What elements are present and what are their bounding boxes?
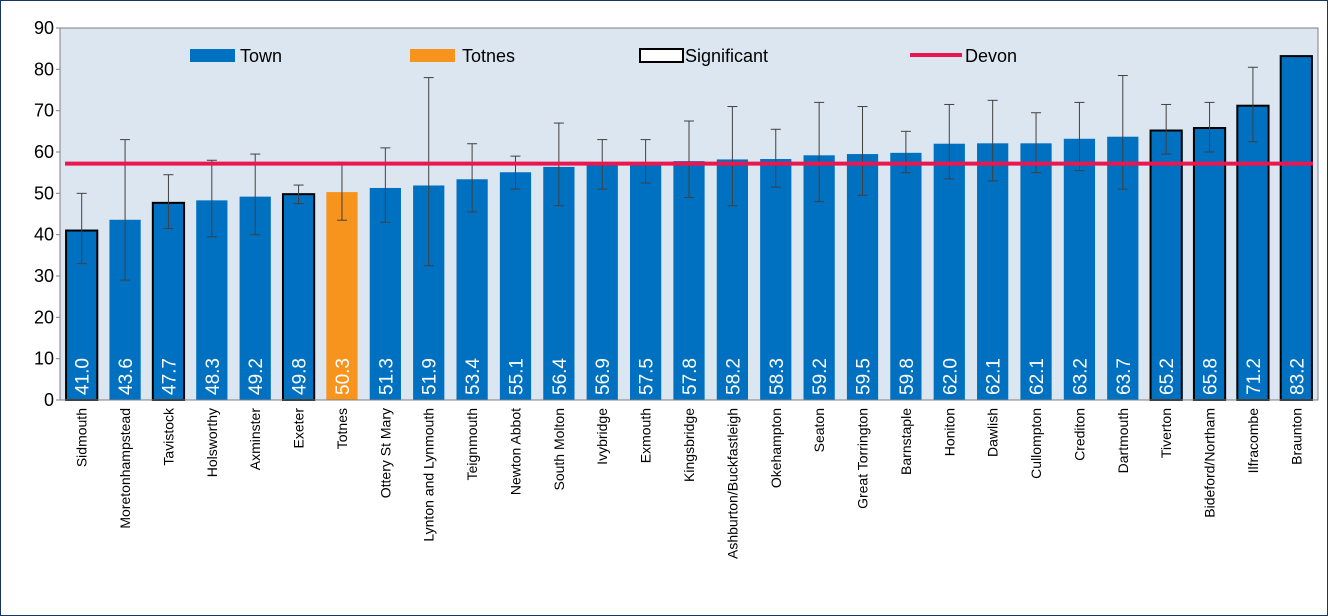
value-label: 65.8 <box>1201 358 1222 395</box>
value-label: 48.3 <box>203 358 224 395</box>
value-label: 59.5 <box>854 358 875 395</box>
x-tick-label: Lynton and Lynmouth <box>421 408 437 542</box>
bar <box>369 187 401 400</box>
value-label: 55.1 <box>506 358 527 395</box>
x-tick-label: Ilfracombe <box>1245 408 1261 474</box>
value-label: 53.4 <box>463 358 484 395</box>
value-label: 57.5 <box>637 358 658 395</box>
value-label: 49.8 <box>290 358 311 395</box>
bar <box>1236 104 1270 401</box>
y-tick-label: 50 <box>34 183 54 203</box>
x-tick-label: Moretonhampstead <box>117 408 133 529</box>
x-tick-label: Tavistock <box>160 407 176 466</box>
value-label: 47.7 <box>159 358 180 395</box>
x-tick-label: Seaton <box>811 408 827 452</box>
y-tick-label: 70 <box>34 101 54 121</box>
bar <box>326 192 358 400</box>
bar <box>151 201 186 401</box>
legend-swatch <box>410 49 455 62</box>
bar <box>630 162 662 400</box>
value-label: 56.4 <box>550 358 571 395</box>
legend-swatch <box>190 49 235 62</box>
y-tick-label: 0 <box>44 390 54 410</box>
bar <box>1279 55 1313 402</box>
x-tick-label: Exeter <box>291 408 307 449</box>
value-label: 63.2 <box>1070 358 1091 395</box>
legend-label: Significant <box>685 46 768 66</box>
y-tick-label: 40 <box>34 225 54 245</box>
x-tick-label: Honiton <box>941 408 957 456</box>
x-tick-label: Great Torrington <box>855 408 871 509</box>
y-tick-label: 80 <box>34 59 54 79</box>
value-label: 43.6 <box>116 358 137 395</box>
value-label: 62.0 <box>940 358 961 395</box>
x-tick-label: Holsworthy <box>204 408 220 477</box>
legend-label: Town <box>240 46 282 66</box>
bar <box>933 143 965 400</box>
x-tick-label: South Molton <box>551 408 567 491</box>
bar <box>760 159 792 400</box>
value-label: 57.8 <box>680 358 701 395</box>
x-tick-label: Totnes <box>334 408 350 449</box>
bar <box>586 164 618 400</box>
value-label: 50.3 <box>333 358 354 395</box>
x-tick-label: Barnstaple <box>898 408 914 475</box>
x-tick-label: Sidmouth <box>74 408 90 467</box>
x-tick-label: Kingsbridge <box>681 408 697 482</box>
x-tick-label: Braunton <box>1288 408 1304 465</box>
value-label: 65.2 <box>1157 358 1178 395</box>
x-tick-label: Teignmouth <box>464 408 480 480</box>
value-label: 59.8 <box>897 358 918 395</box>
x-tick-label: Cullompton <box>1028 408 1044 479</box>
x-tick-label: Exmouth <box>638 408 654 463</box>
y-tick-label: 20 <box>34 307 54 327</box>
x-tick-label: Ivybridge <box>594 408 610 465</box>
x-tick-label: Bideford/Northam <box>1202 408 1218 518</box>
bar <box>1063 138 1096 401</box>
x-tick-label: Okehampton <box>768 408 784 488</box>
value-label: 71.2 <box>1244 358 1265 395</box>
legend-label: Totnes <box>462 46 515 66</box>
x-tick-label: Dawlish <box>985 408 1001 457</box>
bar <box>673 161 705 400</box>
value-label: 56.9 <box>593 358 614 395</box>
value-label: 63.7 <box>1114 358 1135 395</box>
x-tick-label: Crediton <box>1071 408 1087 461</box>
value-label: 49.2 <box>246 358 267 395</box>
value-label: 51.3 <box>376 358 397 395</box>
y-tick-label: 60 <box>34 142 54 162</box>
y-tick-label: 30 <box>34 266 54 286</box>
y-tick-label: 10 <box>34 349 54 369</box>
bar <box>890 152 922 400</box>
value-label: 62.1 <box>1027 358 1048 395</box>
legend-swatch <box>639 48 684 63</box>
legend-label: Devon <box>965 46 1017 66</box>
x-tick-label: Ashburton/Buckfastleigh <box>724 408 740 559</box>
bar <box>977 143 1009 400</box>
x-tick-label: Newton Abbot <box>507 408 523 495</box>
value-label: 58.2 <box>723 358 744 395</box>
x-tick-label: Axminster <box>247 408 263 471</box>
x-tick-label: Ottery St Mary <box>377 408 393 498</box>
bar <box>499 172 532 400</box>
value-label: 58.3 <box>767 358 788 395</box>
value-label: 41.0 <box>73 358 94 395</box>
x-tick-label: Tiverton <box>1158 408 1174 458</box>
value-label: 62.1 <box>984 358 1005 395</box>
x-tick-label: Dartmouth <box>1115 408 1131 473</box>
y-tick-label: 90 <box>34 18 54 38</box>
bar <box>1020 143 1052 400</box>
value-label: 83.2 <box>1287 358 1308 395</box>
value-label: 51.9 <box>420 358 441 395</box>
bar <box>456 179 488 400</box>
value-label: 59.2 <box>810 358 831 395</box>
